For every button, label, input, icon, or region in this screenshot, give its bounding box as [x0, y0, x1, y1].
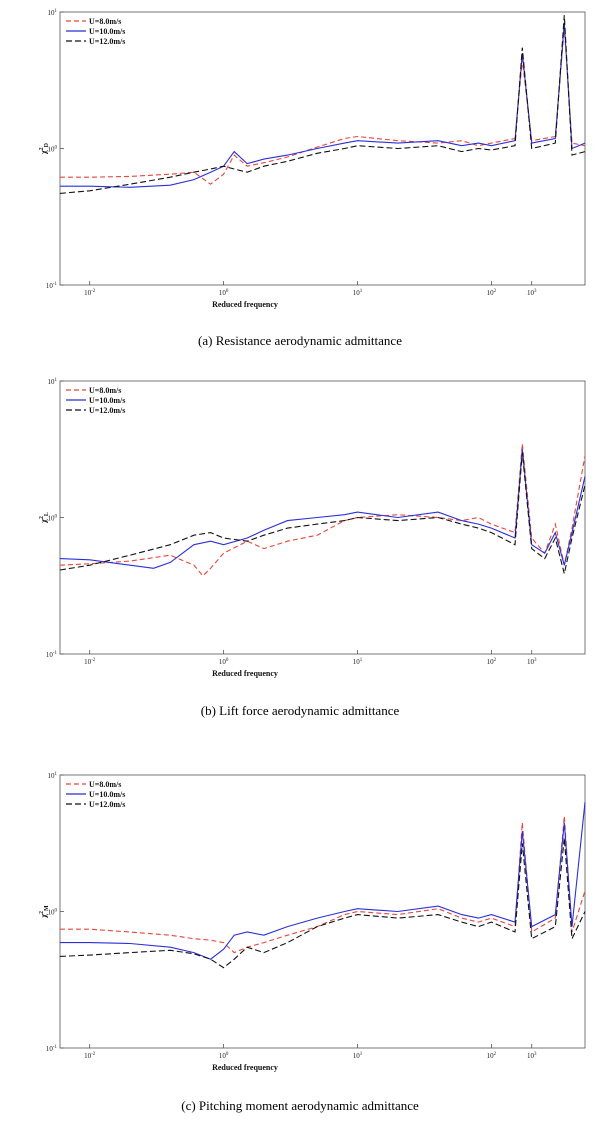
series-line-3 [59, 15, 586, 194]
x-tick-label: 100 [219, 658, 229, 666]
x-tick-label: 10-2 [84, 1052, 96, 1060]
x-tick-label: 100 [219, 1052, 229, 1060]
x-tick-label: 103 [527, 1052, 537, 1060]
y-tick-label: 10-1 [46, 651, 58, 659]
y-tick-label: 10-1 [46, 1045, 58, 1053]
legend-label: U=10.0m/s [89, 396, 125, 405]
legend-label: U=12.0m/s [89, 800, 125, 809]
x-tick-label: 102 [487, 289, 497, 297]
chart-panel-a: 10-2 100 101 102 103 10-1 100 101 Reduced freque… [0, 0, 600, 360]
series-line-3 [59, 452, 586, 574]
x-tick-label: 101 [353, 658, 363, 666]
chart-c: 10-2 100 101 102 103 10-1 100 101 Reduced freque… [39, 772, 586, 1072]
y-axis-label: χ2M [39, 905, 50, 919]
y-tick-label: 101 [48, 9, 58, 17]
chart-caption-a: (a) Resistance aerodynamic admittance [198, 333, 402, 348]
x-tick-label: 101 [353, 289, 363, 297]
plot-frame [59, 774, 586, 1049]
y-tick-label: 100 [48, 909, 58, 917]
legend-label: U=10.0m/s [89, 27, 125, 36]
series-line-1 [59, 443, 586, 577]
y-axis-label: χ2L [39, 512, 50, 524]
y-tick-label: 100 [48, 515, 58, 523]
series-line-2 [60, 22, 586, 188]
y-tick-label: 100 [48, 146, 58, 154]
series-line-2 [59, 449, 586, 569]
chart-panel-c: 10-2 100 101 102 103 10-1 100 101 Reduced freque… [0, 763, 600, 1123]
chart-b: 10-2 100 101 102 103 10-1 100 101 Reduced freque… [39, 378, 586, 678]
x-tick-label: 100 [219, 289, 229, 297]
y-tick-label: 101 [48, 378, 58, 386]
plot-frame [59, 11, 586, 286]
y-tick-label: 10-1 [46, 282, 58, 290]
x-tick-label: 103 [527, 658, 537, 666]
legend-label: U=12.0m/s [89, 37, 125, 46]
x-tick-label: 101 [353, 1052, 363, 1060]
legend-label: U=8.0m/s [89, 386, 121, 395]
x-tick-label: 103 [527, 289, 537, 297]
series-line-1 [60, 27, 586, 185]
chart-a: 10-2 100 101 102 103 10-1 100 101 Reduced freque… [39, 9, 586, 309]
legend-label: U=8.0m/s [89, 17, 121, 26]
x-axis-label: Reduced frequency [212, 1063, 278, 1072]
legend-label: U=10.0m/s [89, 790, 125, 799]
chart-caption-b: (b) Lift force aerodynamic admittance [200, 703, 400, 718]
chart-caption-c: (c) Pitching moment aerodynamic admittan… [181, 1098, 419, 1113]
y-axis-label: χ2D [39, 142, 50, 155]
legend-label: U=8.0m/s [89, 780, 121, 789]
series-line-2 [60, 802, 586, 960]
chart-panel-b: 10-2 100 101 102 103 10-1 100 101 Reduced freque… [0, 369, 600, 729]
x-tick-label: 102 [487, 658, 497, 666]
series-line-3 [59, 837, 586, 969]
x-tick-label: 10-2 [84, 658, 96, 666]
x-axis-label: Reduced frequency [212, 300, 278, 309]
x-tick-label: 102 [487, 1052, 497, 1060]
y-tick-label: 101 [48, 772, 58, 780]
series-line-1 [60, 816, 586, 954]
legend-label: U=12.0m/s [89, 406, 125, 415]
x-tick-label: 10-2 [84, 289, 96, 297]
x-axis-label: Reduced frequency [212, 669, 278, 678]
